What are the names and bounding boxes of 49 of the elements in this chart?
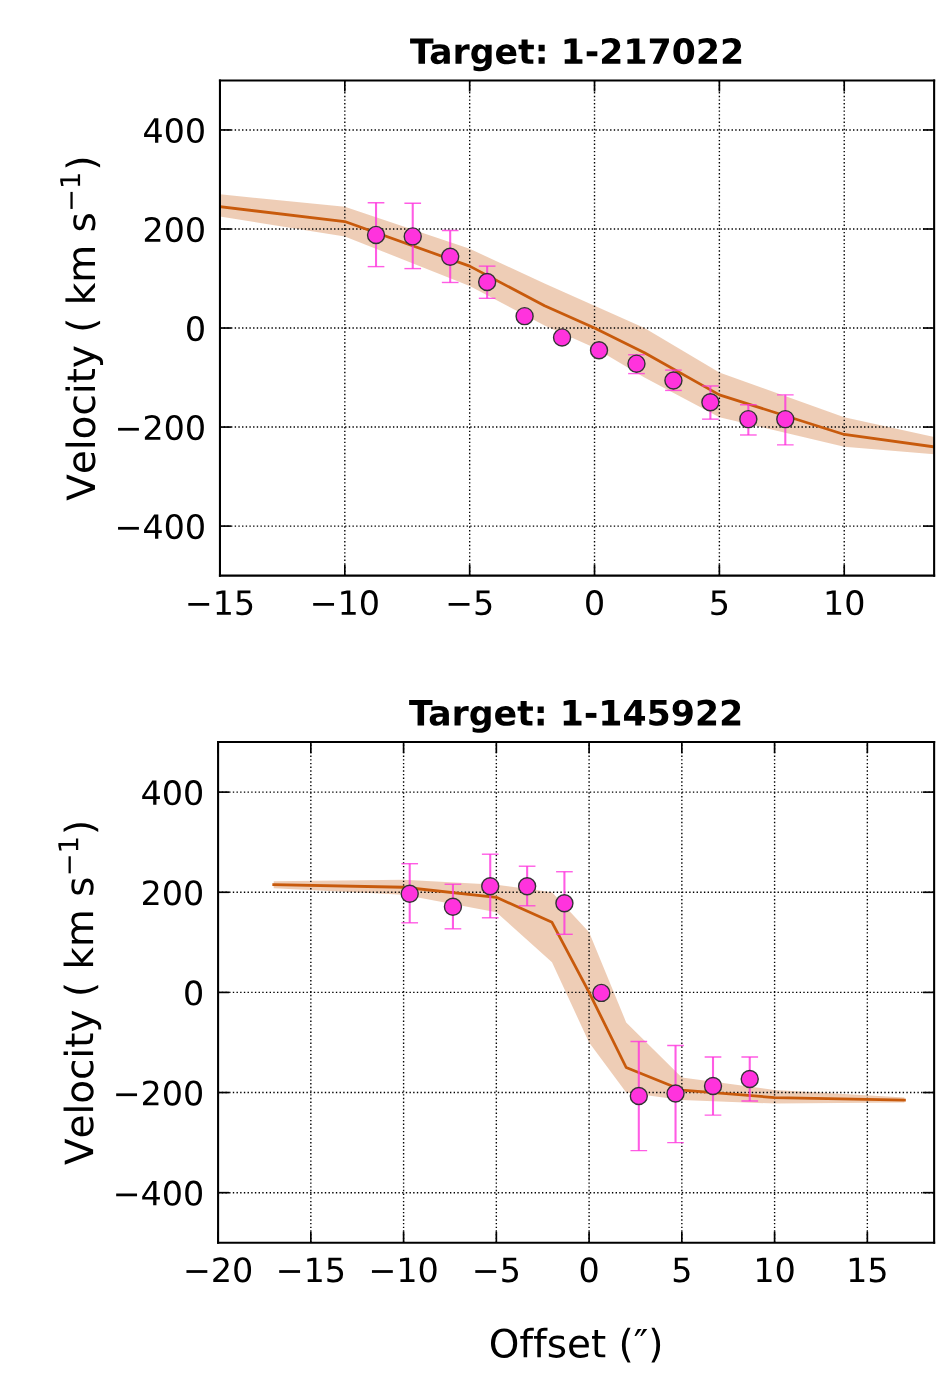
point — [400, 884, 419, 903]
y-tick-label: 400 — [144, 117, 204, 144]
y-axis-title: Velocity ( km s$^{−1}$) — [58, 823, 102, 1165]
x-tick-label: −5 — [475, 1257, 518, 1283]
y-tick-label: −400 — [118, 514, 204, 540]
y-tick-label: −200 — [118, 414, 204, 441]
x-tick-label: −10 — [371, 1257, 437, 1283]
point — [552, 328, 572, 347]
y-tick-label: 400 — [142, 780, 202, 806]
y-tick-label: 200 — [143, 880, 202, 906]
x-tick-label: −15 — [279, 1257, 344, 1283]
point — [443, 897, 463, 916]
chart-title: Target: 1-217022 — [410, 38, 742, 72]
point — [589, 341, 609, 360]
y-axis-title: Velocity ( km s$^{−1}$) — [60, 158, 104, 501]
point — [481, 877, 500, 896]
x-axis-title: Offset (″) — [490, 1327, 661, 1363]
point — [477, 272, 497, 292]
point — [515, 306, 534, 326]
y-tick-label: −200 — [116, 1080, 202, 1106]
x-tick-label: 10 — [826, 590, 864, 616]
x-tick-label: 0 — [580, 1257, 598, 1283]
point — [517, 877, 537, 896]
point — [366, 225, 386, 245]
point — [739, 409, 758, 429]
x-tick-label: 0 — [586, 590, 603, 616]
x-tick-label: 5 — [673, 1257, 690, 1283]
point — [555, 894, 574, 913]
point — [629, 1086, 649, 1106]
x-tick-label: 15 — [849, 1257, 886, 1283]
x-tick-label: −5 — [448, 590, 492, 616]
point — [740, 1069, 759, 1089]
x-tick-label: 5 — [711, 590, 728, 616]
x-tick-label: −20 — [186, 1257, 252, 1283]
point — [592, 983, 611, 1003]
point — [440, 247, 460, 266]
point — [403, 227, 422, 246]
x-tick-label: −10 — [313, 590, 378, 616]
point — [666, 1084, 685, 1103]
y-tick-label: 200 — [144, 216, 204, 243]
x-tick-label: 10 — [757, 1257, 794, 1283]
point — [703, 1076, 723, 1096]
y-tick-label: 0 — [185, 980, 202, 1006]
point — [776, 409, 795, 429]
point — [701, 393, 720, 412]
y-tick-label: 0 — [187, 315, 204, 342]
y-tick-label: −400 — [116, 1180, 202, 1206]
x-tick-label: −15 — [188, 590, 253, 616]
chart-title: Target: 1-145922 — [409, 699, 741, 733]
